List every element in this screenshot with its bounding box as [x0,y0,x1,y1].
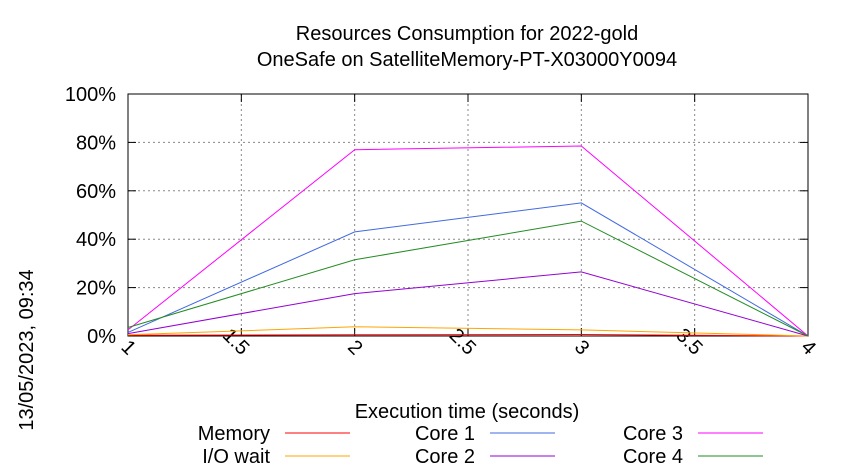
x-axis-label: Execution time (seconds) [355,401,580,423]
legend-label-core-4: Core 4 [623,446,683,468]
series-line-core-1 [127,202,809,337]
legend-label-i-o-wait: I/O wait [202,446,270,468]
y-tick-label: 100% [65,84,116,106]
series-line-core-3 [127,145,809,337]
legend-label-memory: Memory [198,423,270,445]
y-tick-label: 40% [76,229,116,251]
x-tick-label: 2.5 [445,324,480,359]
x-tick-label: 4 [797,336,820,359]
y-tick-label: 60% [76,181,116,203]
legend-label-core-3: Core 3 [623,423,683,445]
series-lines [127,145,809,337]
y-tick-label: 0% [87,326,116,348]
x-tick-label: 2 [343,336,366,359]
y-axis: 0% 20% 40% 60% 80% 100% [65,84,808,348]
grid [128,94,808,336]
chart-title: Resources Consumption for 2022-gold [296,23,638,45]
series-line-memory [127,333,809,337]
x-tick-label: 1.5 [218,324,253,359]
chart-subtitle: OneSafe on SatelliteMemory-PT-X03000Y009… [257,49,677,71]
y-tick-label: 20% [76,278,116,300]
y-tick-label: 80% [76,132,116,154]
series-line-core-4 [127,220,809,337]
x-tick-label: 3 [570,336,593,359]
chart-timestamp: 13/05/2023, 09:34 [16,269,38,430]
x-tick-label: 1 [117,336,140,359]
legend-label-core-1: Core 1 [415,423,475,445]
series-line-i-o-wait [127,326,809,337]
x-tick-label: 3.5 [671,324,706,359]
legend-label-core-2: Core 2 [415,446,475,468]
series-line-core-2 [127,271,809,337]
